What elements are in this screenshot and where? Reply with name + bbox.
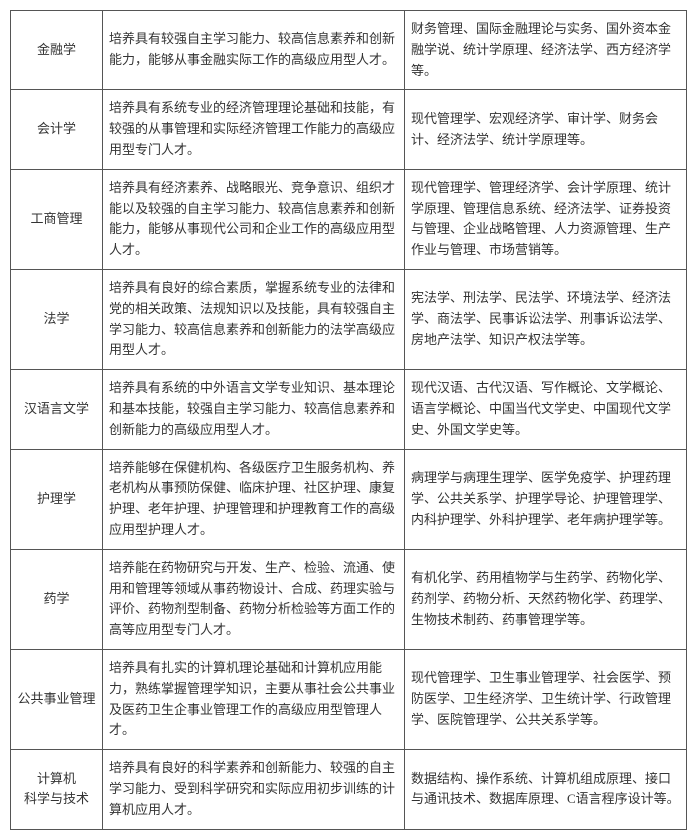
cell-major: 法学 bbox=[11, 269, 103, 369]
table-row: 药学培养能在药物研究与开发、生产、检验、流通、使用和管理等领域从事药物设计、合成… bbox=[11, 549, 687, 649]
cell-major: 公共事业管理 bbox=[11, 649, 103, 749]
cell-major: 汉语言文学 bbox=[11, 370, 103, 449]
cell-major: 金融学 bbox=[11, 11, 103, 90]
cell-description: 培养具有良好的科学素养和创新能力、较强的自主学习能力、受到科学研究和实际应用初步… bbox=[103, 750, 405, 829]
table-row: 汉语言文学培养具有系统的中外语言文学专业知识、基本理论和基本技能，较强自主学习能… bbox=[11, 370, 687, 449]
table-row: 工商管理培养具有经济素养、战略眼光、竞争意识、组织才能以及较强的自主学习能力、较… bbox=[11, 169, 687, 269]
cell-description: 培养具有较强自主学习能力、较高信息素养和创新能力，能够从事金融实际工作的高级应用… bbox=[103, 11, 405, 90]
cell-courses: 现代汉语、古代汉语、写作概论、文学概论、语言学概论、中国当代文学史、中国现代文学… bbox=[405, 370, 687, 449]
table-row: 金融学培养具有较强自主学习能力、较高信息素养和创新能力，能够从事金融实际工作的高… bbox=[11, 11, 687, 90]
cell-courses: 现代管理学、卫生事业管理学、社会医学、预防医学、卫生经济学、卫生统计学、行政管理… bbox=[405, 649, 687, 749]
cell-major: 会计学 bbox=[11, 90, 103, 169]
cell-description: 培养具有扎实的计算机理论基础和计算机应用能力，熟练掌握管理学知识，主要从事社会公… bbox=[103, 649, 405, 749]
cell-courses: 数据结构、操作系统、计算机组成原理、接口与通讯技术、数据库原理、C语言程序设计等… bbox=[405, 750, 687, 829]
cell-courses: 宪法学、刑法学、民法学、环境法学、经济法学、商法学、民事诉讼法学、刑事诉讼法学、… bbox=[405, 269, 687, 369]
cell-courses: 有机化学、药用植物学与生药学、药物化学、药剂学、药物分析、天然药物化学、药理学、… bbox=[405, 549, 687, 649]
majors-tbody: 金融学培养具有较强自主学习能力、较高信息素养和创新能力，能够从事金融实际工作的高… bbox=[11, 11, 687, 830]
cell-description: 培养具有良好的综合素质，掌握系统专业的法律和党的相关政策、法规知识以及技能，具有… bbox=[103, 269, 405, 369]
cell-major: 护理学 bbox=[11, 449, 103, 549]
table-row: 护理学培养能够在保健机构、各级医疗卫生服务机构、养老机构从事预防保健、临床护理、… bbox=[11, 449, 687, 549]
cell-description: 培养具有系统的中外语言文学专业知识、基本理论和基本技能，较强自主学习能力、较高信… bbox=[103, 370, 405, 449]
table-row: 会计学培养具有系统专业的经济管理理论基础和技能，有较强的从事管理和实际经济管理工… bbox=[11, 90, 687, 169]
cell-description: 培养具有经济素养、战略眼光、竞争意识、组织才能以及较强的自主学习能力、较高信息素… bbox=[103, 169, 405, 269]
cell-courses: 财务管理、国际金融理论与实务、国外资本金融学说、统计学原理、经济法学、西方经济学… bbox=[405, 11, 687, 90]
table-row: 公共事业管理培养具有扎实的计算机理论基础和计算机应用能力，熟练掌握管理学知识，主… bbox=[11, 649, 687, 749]
cell-major: 计算机科学与技术 bbox=[11, 750, 103, 829]
cell-courses: 现代管理学、管理经济学、会计学原理、统计学原理、管理信息系统、经济法学、证券投资… bbox=[405, 169, 687, 269]
table-row: 法学培养具有良好的综合素质，掌握系统专业的法律和党的相关政策、法规知识以及技能，… bbox=[11, 269, 687, 369]
cell-description: 培养具有系统专业的经济管理理论基础和技能，有较强的从事管理和实际经济管理工作能力… bbox=[103, 90, 405, 169]
cell-major: 药学 bbox=[11, 549, 103, 649]
majors-table: 金融学培养具有较强自主学习能力、较高信息素养和创新能力，能够从事金融实际工作的高… bbox=[10, 10, 687, 830]
cell-major: 工商管理 bbox=[11, 169, 103, 269]
cell-description: 培养能够在保健机构、各级医疗卫生服务机构、养老机构从事预防保健、临床护理、社区护… bbox=[103, 449, 405, 549]
table-row: 计算机科学与技术培养具有良好的科学素养和创新能力、较强的自主学习能力、受到科学研… bbox=[11, 750, 687, 829]
cell-courses: 病理学与病理生理学、医学免疫学、护理药理学、公共关系学、护理学导论、护理管理学、… bbox=[405, 449, 687, 549]
cell-description: 培养能在药物研究与开发、生产、检验、流通、使用和管理等领域从事药物设计、合成、药… bbox=[103, 549, 405, 649]
cell-courses: 现代管理学、宏观经济学、审计学、财务会计、经济法学、统计学原理等。 bbox=[405, 90, 687, 169]
